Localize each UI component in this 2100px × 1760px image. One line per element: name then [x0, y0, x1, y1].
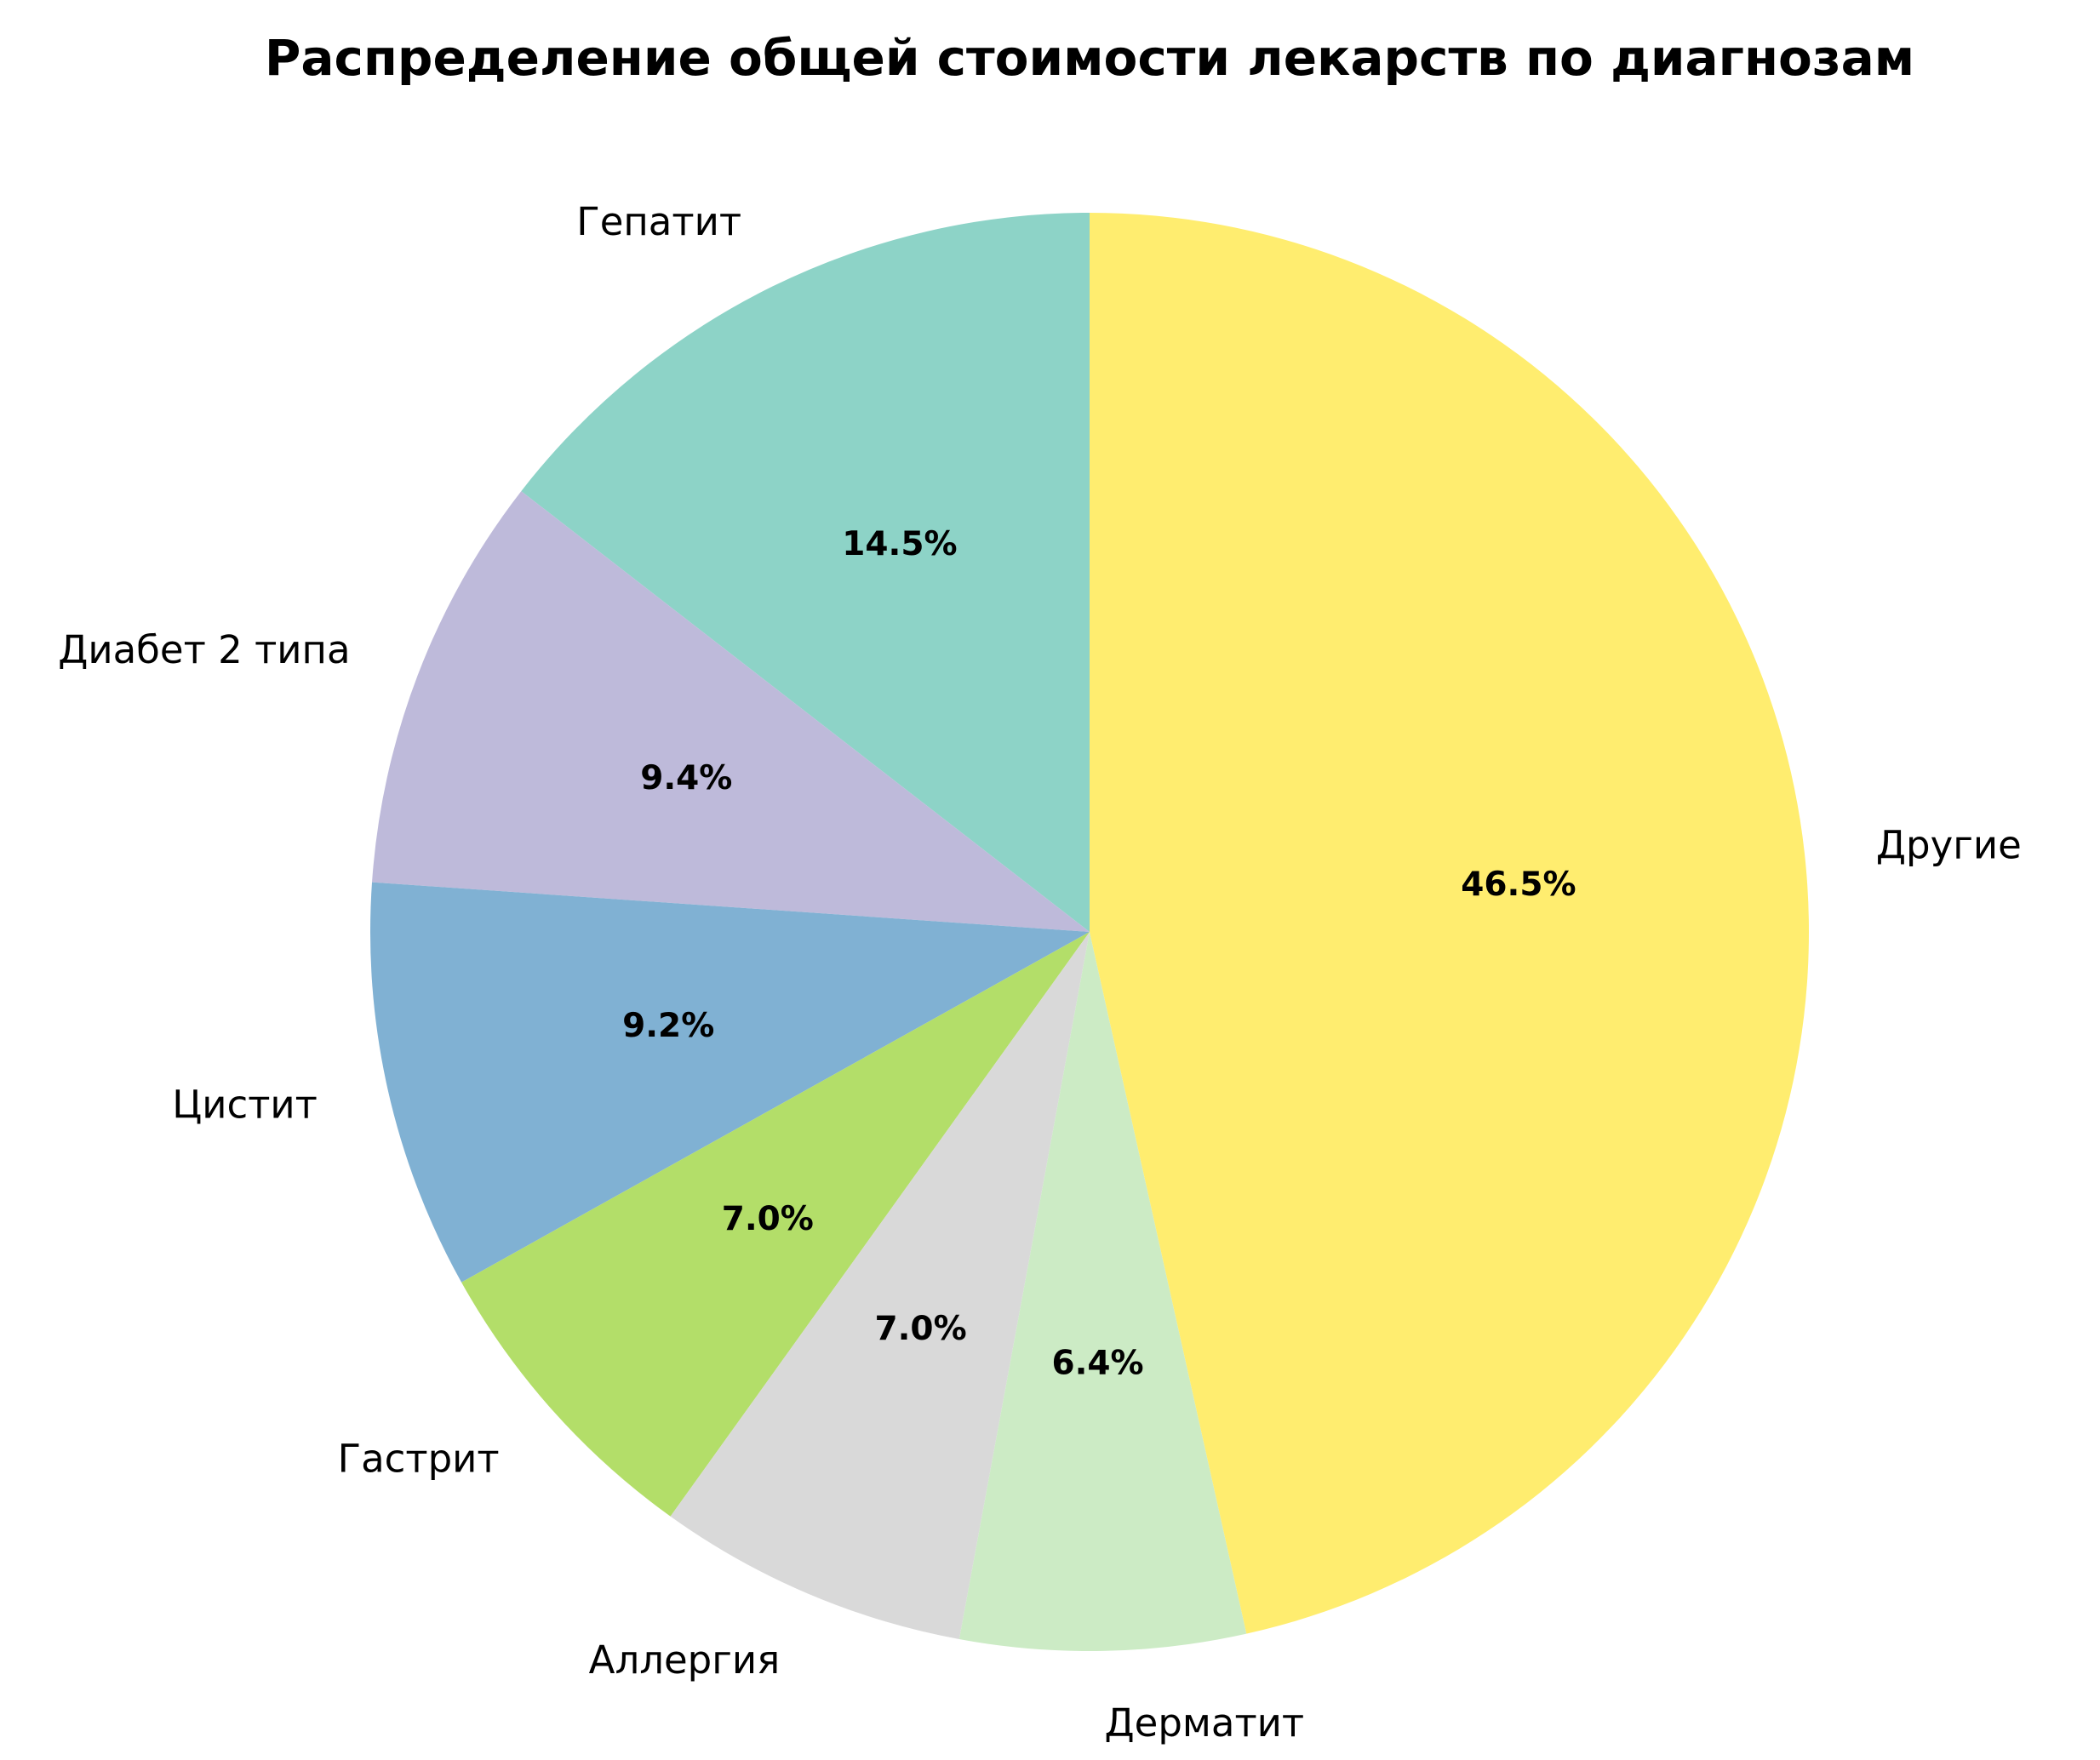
pie-slice-4 [670, 932, 1090, 1640]
pie-slice-0 [521, 213, 1090, 932]
pie-labels: Гепатит 14.5% Диабет 2 типа 9.4% Цистит 9.2% Г… [58, 199, 2022, 1746]
pie-slice-6 [1090, 213, 1809, 1634]
pie-slice-5 [958, 932, 1247, 1651]
pie-slices [369, 213, 1809, 1651]
pie-slice-3 [461, 932, 1090, 1517]
slice-label-0: Гепатит [576, 199, 741, 244]
slice-percent-4: 7.0% [874, 1310, 966, 1348]
slice-percent-3: 7.0% [722, 1200, 814, 1238]
pie-slice-1 [372, 491, 1090, 932]
slice-percent-2: 9.2% [622, 1007, 714, 1045]
slice-label-5: Дерматит [1105, 1700, 1305, 1746]
slice-label-1: Диабет 2 типа [58, 627, 350, 672]
slice-label-2: Цистит [172, 1082, 318, 1127]
slice-label-3: Гастрит [338, 1437, 500, 1482]
slice-percent-5: 6.4% [1051, 1344, 1143, 1382]
slice-percent-6: 46.5% [1461, 866, 1576, 904]
slice-percent-0: 14.5% [842, 525, 957, 563]
slice-label-4: Аллергия [589, 1637, 781, 1683]
slice-percent-1: 9.4% [640, 759, 732, 797]
pie-slice-2 [369, 882, 1090, 1283]
slice-label-6: Другие [1876, 823, 2022, 868]
chart-title: Распределение общей стоимости лекарств п… [265, 29, 1914, 87]
